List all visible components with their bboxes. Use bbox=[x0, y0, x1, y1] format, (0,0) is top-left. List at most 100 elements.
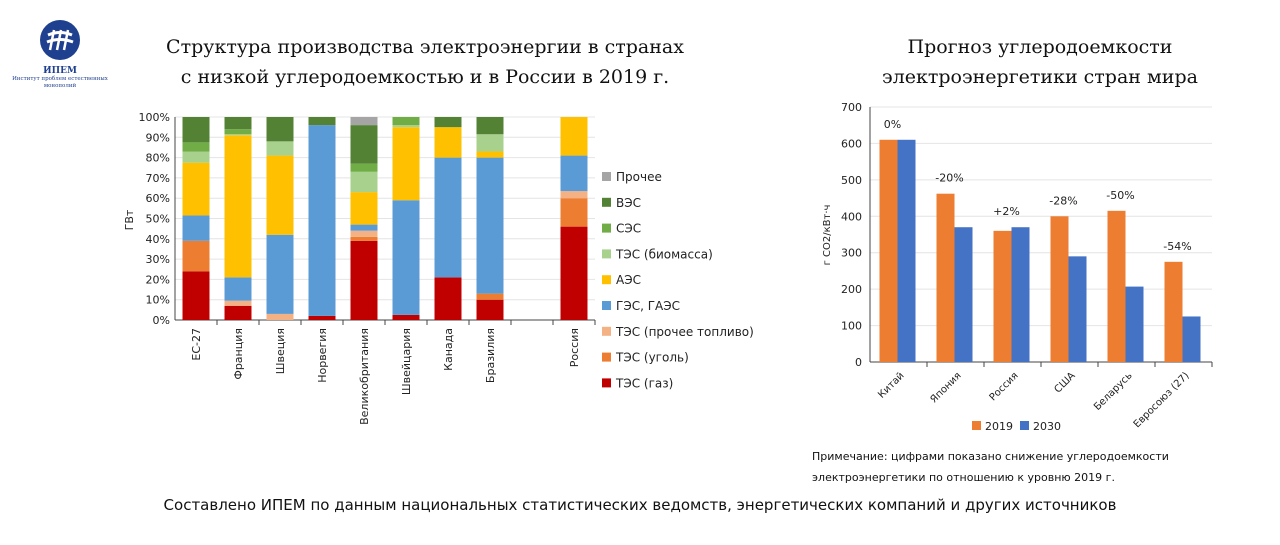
legend-swatch bbox=[602, 326, 611, 336]
note-line1: Примечание: цифрами показано снижение уг… bbox=[812, 450, 1169, 463]
y-tick-label: 90% bbox=[146, 131, 170, 144]
legend-swatch bbox=[602, 275, 611, 285]
x-tick-label: Беларусь bbox=[1092, 370, 1135, 413]
bar-segment bbox=[392, 200, 420, 315]
bar bbox=[879, 139, 898, 362]
bar-segment bbox=[182, 162, 210, 216]
bar bbox=[897, 139, 916, 362]
y-tick-label: 60% bbox=[146, 192, 170, 205]
bar-segment bbox=[392, 125, 420, 128]
bar-segment bbox=[476, 151, 504, 158]
y-tick-label: 400 bbox=[841, 210, 862, 223]
bar-segment bbox=[350, 171, 378, 193]
legend-swatch bbox=[602, 352, 611, 362]
legend-swatch bbox=[602, 172, 611, 181]
x-tick-label: Евросоюз (27) bbox=[1132, 370, 1192, 430]
y-tick-label: 40% bbox=[146, 233, 170, 246]
bar-segment bbox=[224, 117, 252, 130]
x-tick-label: Россия bbox=[988, 370, 1021, 403]
bar bbox=[1050, 216, 1069, 362]
bar bbox=[1011, 227, 1030, 362]
x-tick-label: ЕС-27 bbox=[190, 328, 203, 361]
legend-label: ВЭС bbox=[616, 196, 641, 210]
y-tick-label: 10% bbox=[146, 294, 170, 307]
x-tick-label: США bbox=[1052, 370, 1077, 395]
bar-segment bbox=[224, 134, 252, 136]
bar-segment bbox=[350, 224, 378, 231]
y-tick-label: 50% bbox=[146, 213, 170, 226]
bar-segment bbox=[350, 163, 378, 172]
bar-segment bbox=[308, 315, 336, 320]
y-tick-label: 700 bbox=[841, 101, 862, 114]
bar bbox=[936, 193, 955, 362]
legend-label: 2019 bbox=[985, 420, 1013, 433]
chart-note: Примечание: цифрами показано снижение уг… bbox=[812, 446, 1169, 488]
bar-segment bbox=[434, 127, 462, 158]
bar-segment bbox=[350, 240, 378, 320]
y-axis-label: ГВт bbox=[123, 209, 136, 230]
source-footer: Составлено ИПЕМ по данным национальных с… bbox=[163, 496, 1117, 514]
y-tick-label: 30% bbox=[146, 253, 170, 266]
legend-label: Прочее bbox=[616, 170, 662, 184]
logo-name: ИПЕМ bbox=[43, 66, 77, 76]
bar-segment bbox=[350, 236, 378, 241]
x-tick-label: Франция bbox=[232, 328, 245, 380]
legend-label: АЭС bbox=[616, 273, 641, 287]
y-tick-label: 20% bbox=[146, 273, 170, 286]
carbon-intensity-chart: 0 100 200 300 400 500 600 700 г CO2/кВт·ч 0% Китай… bbox=[822, 101, 1213, 433]
bar-segment bbox=[392, 127, 420, 201]
bar bbox=[1107, 210, 1126, 362]
bar-segment bbox=[560, 155, 588, 192]
bar-segment bbox=[350, 117, 378, 126]
y-tick-label: 200 bbox=[841, 283, 862, 296]
x-tick-label: Япония bbox=[928, 370, 963, 405]
y-tick-label: 0% bbox=[153, 314, 170, 327]
bar-segment bbox=[182, 142, 210, 152]
x-tick-label: Норвегия bbox=[316, 328, 329, 383]
bar bbox=[1125, 286, 1144, 362]
bar-segment bbox=[476, 134, 504, 152]
change-annotation: -50% bbox=[1106, 189, 1134, 202]
y-tick-label: 80% bbox=[146, 152, 170, 165]
y-tick-label: 300 bbox=[841, 247, 862, 260]
logo: ИПЕМ Институт проблем естественных моноп… bbox=[10, 18, 110, 90]
bar-segment bbox=[182, 215, 210, 241]
y-tick-label: 600 bbox=[841, 137, 862, 150]
bar-segment bbox=[266, 141, 294, 156]
x-tick-label: Россия bbox=[568, 328, 581, 367]
change-annotation: 0% bbox=[884, 118, 901, 131]
x-tick-label: Швейцария bbox=[400, 328, 413, 395]
bar-segment bbox=[476, 157, 504, 294]
bar bbox=[1164, 261, 1183, 362]
bar-segment bbox=[434, 277, 462, 320]
bar-segment bbox=[392, 117, 420, 126]
right-chart-title: Прогноз углеродоемкости электроэнергетик… bbox=[830, 32, 1250, 92]
y-tick-label: 70% bbox=[146, 172, 170, 185]
bar-segment bbox=[182, 151, 210, 163]
bar-segment bbox=[434, 117, 462, 128]
legend-label: 2030 bbox=[1033, 420, 1061, 433]
legend-label: ТЭС (биомасса) bbox=[615, 247, 713, 261]
legend-swatch bbox=[1020, 421, 1029, 430]
x-tick-label: Великобритания bbox=[358, 328, 371, 425]
legend-swatch bbox=[972, 421, 981, 430]
right-title-line2: электроэнергетики стран мира bbox=[882, 66, 1198, 88]
bar-segment bbox=[224, 135, 252, 278]
bar-segment bbox=[224, 129, 252, 135]
y-tick-label: 0 bbox=[855, 356, 862, 369]
bar-segment bbox=[182, 271, 210, 320]
change-annotation: -54% bbox=[1163, 240, 1191, 253]
legend-label: ТЭС (прочее топливо) bbox=[615, 325, 754, 339]
bar-segment bbox=[476, 299, 504, 320]
legend-swatch bbox=[602, 197, 611, 207]
legend-label: ТЭС (газ) bbox=[615, 376, 673, 390]
bar-segment bbox=[266, 234, 294, 314]
bar-segment bbox=[266, 117, 294, 142]
bar-segment bbox=[182, 240, 210, 272]
bar bbox=[1068, 256, 1087, 362]
bar-segment bbox=[350, 192, 378, 225]
logo-emblem-icon bbox=[40, 20, 80, 60]
logo-subtitle: Институт проблем естественных монополий bbox=[12, 76, 108, 89]
bar-segment bbox=[434, 157, 462, 278]
generation-structure-chart: 0% 10% 20% 30% 40% 50% 60% 70% 80% 90% 100% ГВт ЕС-2… bbox=[123, 111, 754, 425]
